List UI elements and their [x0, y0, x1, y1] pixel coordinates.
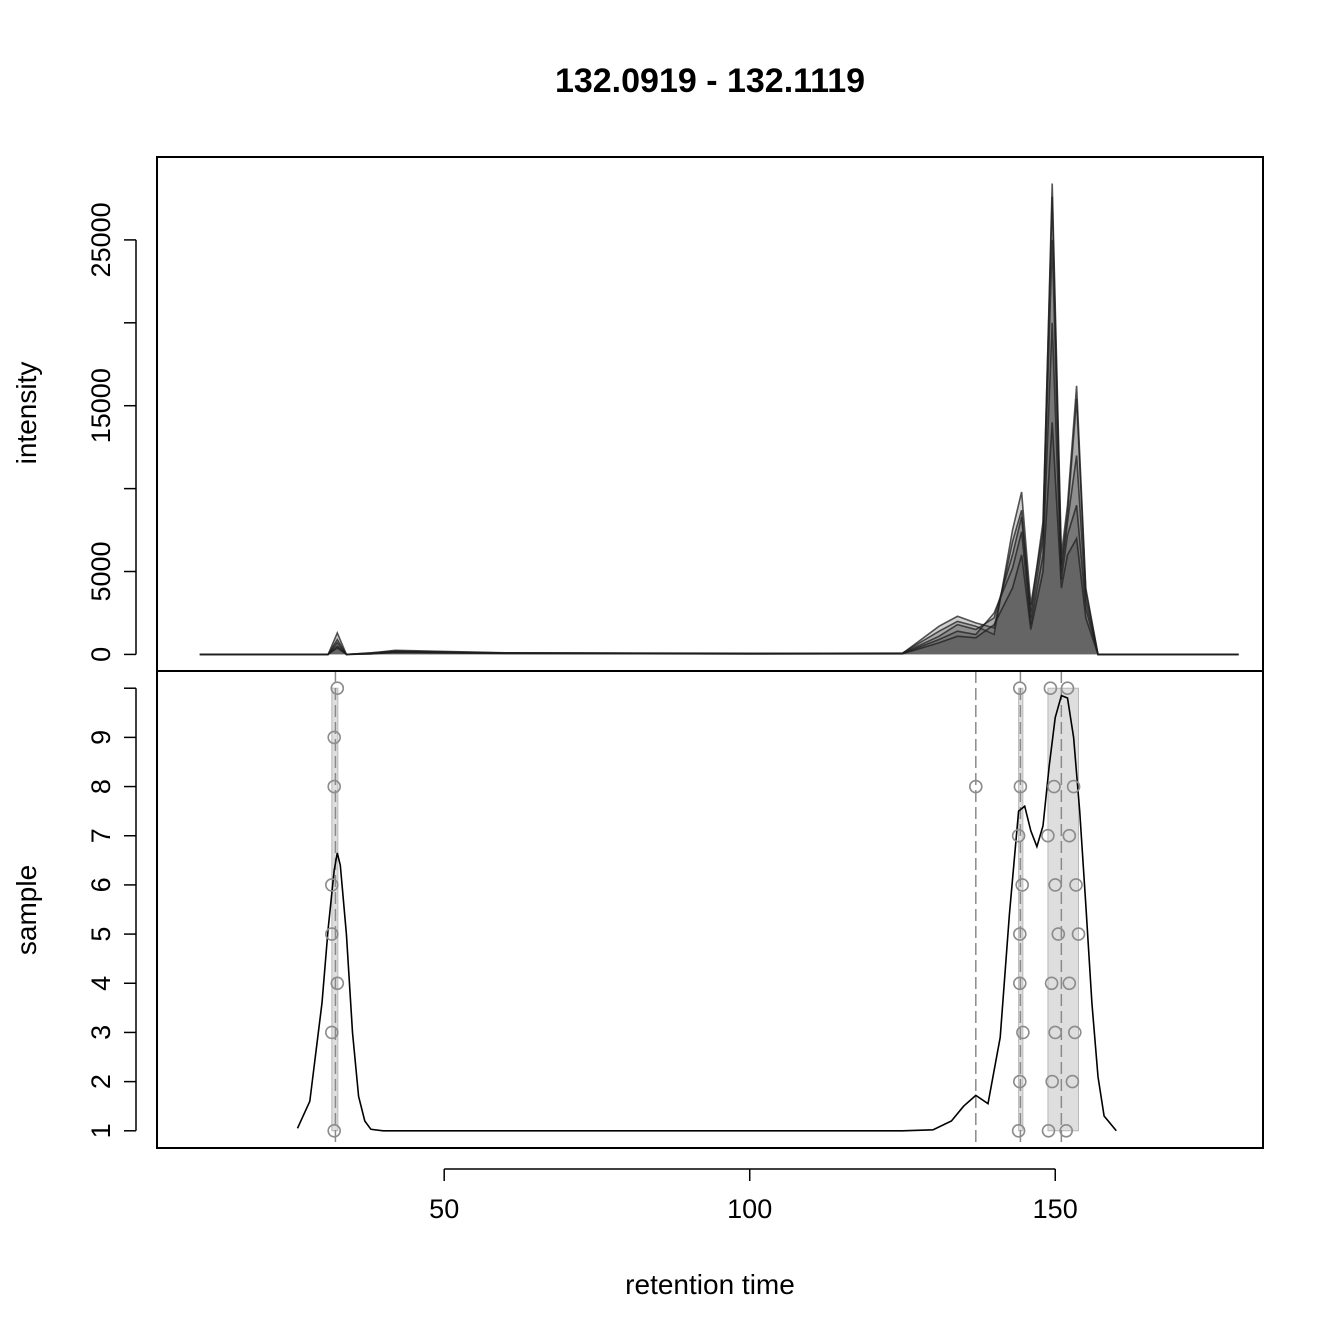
trace-line-5	[199, 422, 1239, 656]
bottom-plot-area	[296, 671, 1117, 1148]
peak-point	[1045, 1074, 1059, 1089]
sample-axis: 1 2 3 4 5 6 7 8 9	[86, 687, 137, 1138]
peak-point	[1016, 1025, 1030, 1040]
density-curve	[296, 694, 1117, 1132]
intensity-tick-label: 15000	[86, 368, 116, 443]
peak-point	[1069, 878, 1083, 892]
peak-point	[1012, 976, 1027, 991]
peak-point	[1060, 681, 1075, 696]
peak-point	[327, 779, 342, 794]
peak-point	[1066, 779, 1081, 794]
top-panel: intensity 0 5000 15000 25000	[11, 183, 1239, 662]
top-panel-frame	[156, 156, 1264, 672]
sample-tick-label: 3	[86, 1025, 116, 1040]
feature-group-range	[1047, 687, 1080, 1132]
peak-point	[327, 730, 342, 745]
peak-point	[327, 1124, 342, 1138]
bottom-panel-frame	[156, 670, 1264, 1149]
peak-point	[1044, 976, 1059, 991]
chart-title: 132.0919 - 132.1119	[555, 62, 865, 100]
sample-axis-label: sample	[11, 865, 42, 955]
peak-point	[1012, 1074, 1027, 1089]
sample-tick-label: 4	[86, 976, 116, 991]
retention-time-axis: 50 100 150	[429, 1168, 1078, 1224]
peak-point	[1012, 927, 1027, 941]
intensity-tick-label: 0	[86, 647, 116, 662]
intensity-tick-label: 25000	[86, 202, 116, 277]
peak-point	[330, 976, 345, 991]
peak-point	[1047, 779, 1061, 794]
retention-tick-label: 100	[727, 1194, 772, 1224]
peak-point	[1065, 1074, 1080, 1089]
top-plot-area	[199, 183, 1239, 656]
peak-point	[1059, 1124, 1073, 1138]
peak-point	[330, 681, 345, 696]
sample-tick-label: 6	[86, 877, 116, 892]
peak-point	[1011, 828, 1026, 843]
peak-point	[1013, 779, 1028, 794]
sample-tick-label: 1	[86, 1123, 116, 1138]
peak-point	[1048, 1025, 1062, 1040]
bottom-panel: sample 1 2 3 4 5 6 7 8 9 50 100 150 retention time	[11, 671, 1117, 1300]
peak-point	[324, 1025, 339, 1040]
peak-point	[324, 927, 339, 941]
peak-point	[1041, 1124, 1056, 1138]
peak-point	[1015, 878, 1030, 892]
retention-tick-label: 50	[429, 1194, 459, 1224]
peak-point	[1071, 927, 1086, 941]
peak-point	[1062, 828, 1077, 843]
peak-point	[1048, 878, 1062, 892]
peak-point	[968, 779, 983, 794]
peak-point	[1068, 1025, 1082, 1040]
peak-point	[1043, 681, 1058, 696]
retention-time-axis-label: retention time	[625, 1269, 795, 1300]
intensity-axis-label: intensity	[11, 362, 42, 465]
peak-point	[324, 878, 339, 892]
sample-tick-label: 7	[86, 828, 116, 843]
intensity-axis: 0 5000 15000 25000	[86, 202, 137, 662]
sample-tick-label: 9	[86, 730, 116, 745]
peak-point	[1051, 927, 1066, 941]
sample-tick-label: 2	[86, 1074, 116, 1089]
retention-tick-label: 150	[1033, 1194, 1078, 1224]
peak-point	[1041, 828, 1055, 843]
sample-tick-label: 5	[86, 927, 116, 942]
peak-point	[1012, 681, 1027, 696]
sample-tick-label: 8	[86, 779, 116, 794]
peak-point	[1062, 976, 1077, 991]
intensity-tick-label: 5000	[86, 541, 116, 601]
peak-point	[1011, 1124, 1026, 1138]
